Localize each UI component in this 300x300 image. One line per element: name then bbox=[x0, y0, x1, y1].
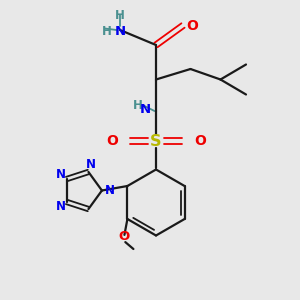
Text: N: N bbox=[56, 168, 66, 181]
Text: H: H bbox=[115, 9, 125, 22]
Text: N: N bbox=[104, 184, 114, 197]
Text: N: N bbox=[140, 103, 151, 116]
Text: O: O bbox=[106, 134, 118, 148]
Text: N: N bbox=[114, 25, 126, 38]
Text: N: N bbox=[56, 200, 66, 213]
Text: H: H bbox=[133, 99, 142, 112]
Text: O: O bbox=[194, 134, 206, 148]
Text: N: N bbox=[86, 158, 96, 171]
Text: O: O bbox=[119, 230, 130, 244]
Text: S: S bbox=[150, 134, 162, 148]
Text: H: H bbox=[102, 25, 112, 38]
Text: O: O bbox=[187, 19, 199, 32]
